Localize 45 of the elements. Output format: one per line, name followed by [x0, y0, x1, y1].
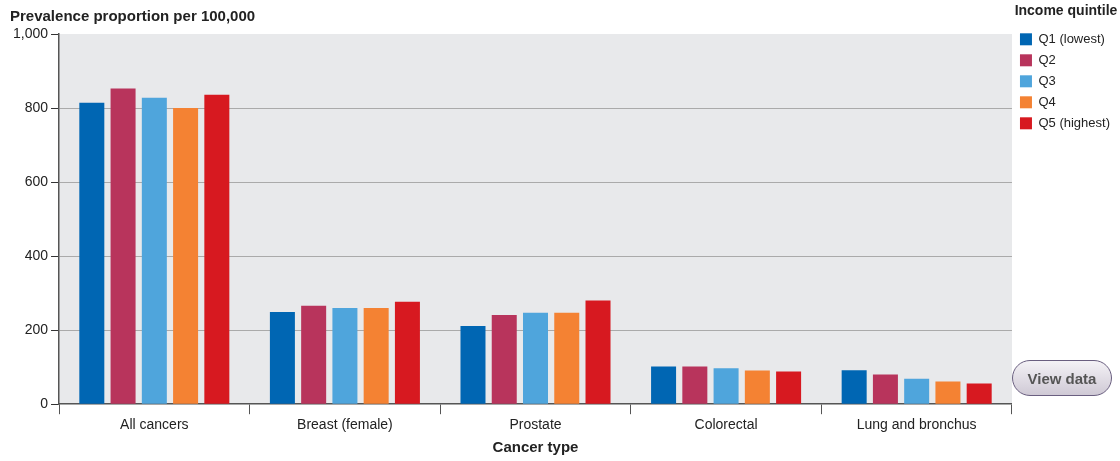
bar	[966, 383, 992, 404]
y-tick-label: 0	[40, 395, 49, 412]
bar	[110, 88, 136, 404]
bar	[554, 312, 580, 404]
bar	[841, 370, 867, 404]
bar	[141, 97, 167, 404]
bar	[301, 305, 327, 404]
y-tick-label: 800	[24, 98, 49, 115]
x-tick-label: Breast (female)	[297, 416, 393, 433]
bar	[394, 301, 420, 404]
bar	[363, 307, 389, 404]
bar	[585, 300, 611, 404]
bar	[332, 307, 358, 404]
bar	[491, 314, 517, 404]
bar	[173, 108, 199, 404]
y-tick-label: 400	[24, 246, 49, 263]
bar	[460, 326, 486, 404]
y-axis-title: Prevalence proportion per 100,000	[10, 7, 256, 25]
bar	[744, 370, 770, 404]
bar	[872, 374, 898, 404]
bar	[682, 366, 708, 404]
legend-label: Q2	[1038, 51, 1056, 67]
bar	[776, 371, 802, 404]
y-tick-label: 600	[24, 172, 49, 189]
legend-label: Q3	[1038, 72, 1056, 88]
bar	[713, 368, 739, 404]
x-tick-label: Lung and bronchus	[856, 416, 977, 433]
bar	[651, 366, 677, 404]
legend-label: Q5 (highest)	[1038, 114, 1111, 130]
legend-title: Income quintile	[1014, 1, 1118, 18]
y-tick-label: 1,000	[12, 24, 49, 41]
x-axis-title: Cancer type	[492, 438, 579, 456]
legend-label: Q1 (lowest)	[1038, 30, 1105, 46]
x-tick-label: Colorectal	[694, 416, 758, 433]
bar	[523, 312, 548, 404]
bar	[935, 381, 961, 404]
x-tick-label: All cancers	[120, 416, 189, 433]
bar	[204, 94, 230, 404]
view-data-button: View data	[1012, 360, 1112, 396]
x-tick-label: Prostate	[509, 416, 562, 433]
bar	[79, 102, 105, 404]
bar	[904, 378, 930, 404]
y-tick-label: 200	[24, 321, 49, 338]
bar	[269, 312, 295, 404]
legend-label: Q4	[1038, 93, 1056, 109]
